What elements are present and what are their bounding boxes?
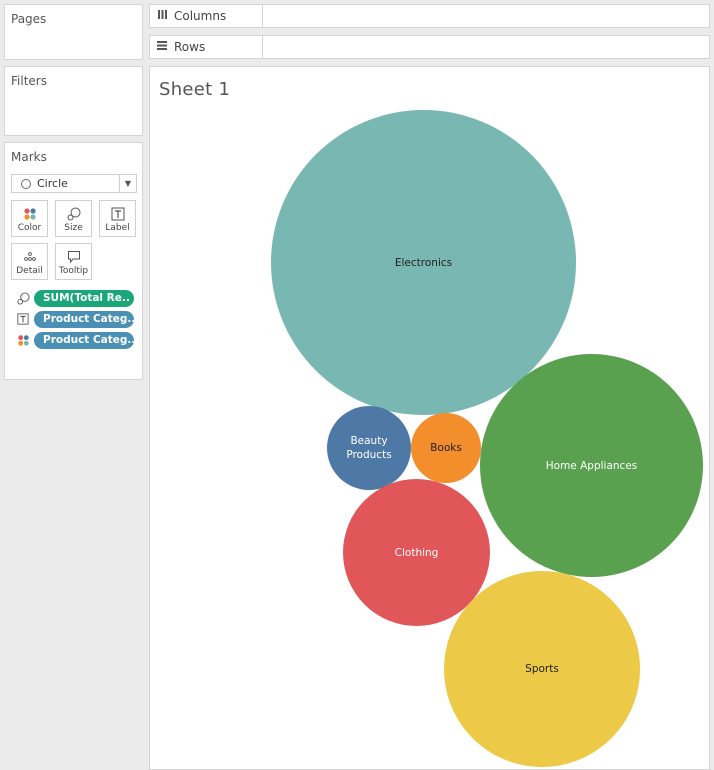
color-button[interactable]: Color <box>11 200 48 237</box>
size-field-pill[interactable]: SUM(Total Re.. <box>34 289 134 307</box>
marks-field-row: Product Categ.. <box>15 331 134 349</box>
tooltip-button-label: Tooltip <box>58 266 89 276</box>
label-button[interactable]: Label <box>99 200 136 237</box>
circle-icon <box>21 178 31 189</box>
columns-label: Columns <box>174 9 227 23</box>
label-icon <box>100 207 135 221</box>
bubble-beauty-products[interactable]: Beauty Products <box>327 406 411 490</box>
mark-type-dropdown[interactable]: Circle ▼ <box>11 174 137 193</box>
detail-button[interactable]: Detail <box>11 243 48 280</box>
tooltip-icon <box>56 250 91 264</box>
bubble-home-appliances[interactable]: Home Appliances <box>480 354 703 577</box>
columns-icon <box>156 9 168 23</box>
size-button-label: Size <box>64 223 83 233</box>
mark-type-value: Circle <box>37 177 68 190</box>
label-icon <box>15 313 31 325</box>
tooltip-button[interactable]: Tooltip <box>55 243 92 280</box>
size-icon <box>15 291 31 305</box>
columns-shelf-label: Columns <box>150 5 263 27</box>
sheet-title: Sheet 1 <box>159 79 231 100</box>
color-icon <box>15 334 31 347</box>
rows-shelf-label: Rows <box>150 36 263 58</box>
bubble-books[interactable]: Books <box>411 413 481 483</box>
filters-card[interactable]: Filters <box>4 66 143 136</box>
columns-shelf[interactable]: Columns <box>149 4 710 28</box>
rows-icon <box>156 40 168 54</box>
pages-title: Pages <box>11 12 47 26</box>
color-icon <box>12 207 47 221</box>
rows-shelf[interactable]: Rows <box>149 35 710 59</box>
bubble-label: Home Appliances <box>545 459 638 472</box>
label-field-pill[interactable]: Product Categ.. <box>34 310 134 328</box>
marks-title: Marks <box>11 150 47 164</box>
rows-label: Rows <box>174 40 206 54</box>
size-icon <box>56 207 91 221</box>
worksheet-canvas: Sheet 1 Electronics Home Appliances Beau… <box>149 66 710 770</box>
marks-field-row: SUM(Total Re.. <box>15 289 134 307</box>
bubble-sports[interactable]: Sports <box>444 571 640 767</box>
detail-button-label: Detail <box>16 266 43 276</box>
bubble-label: Electronics <box>394 256 453 269</box>
color-field-pill[interactable]: Product Categ.. <box>34 331 134 349</box>
bubble-label: Sports <box>525 663 559 675</box>
label-button-label: Label <box>105 223 130 233</box>
size-button[interactable]: Size <box>55 200 92 237</box>
marks-card: Marks Circle ▼ Color Size <box>4 142 143 380</box>
bubble-label: Books <box>430 442 462 454</box>
bubble-label: Beauty Products <box>346 435 392 461</box>
chevron-down-icon[interactable]: ▼ <box>119 175 136 192</box>
detail-icon <box>12 250 47 264</box>
bubble-electronics[interactable]: Electronics <box>271 110 576 415</box>
color-button-label: Color <box>17 223 42 233</box>
marks-field-row: Product Categ.. <box>15 310 134 328</box>
bubble-label: Clothing <box>394 546 439 559</box>
pages-card[interactable]: Pages <box>4 4 143 60</box>
bubble-clothing[interactable]: Clothing <box>343 479 490 626</box>
filters-title: Filters <box>11 74 47 88</box>
